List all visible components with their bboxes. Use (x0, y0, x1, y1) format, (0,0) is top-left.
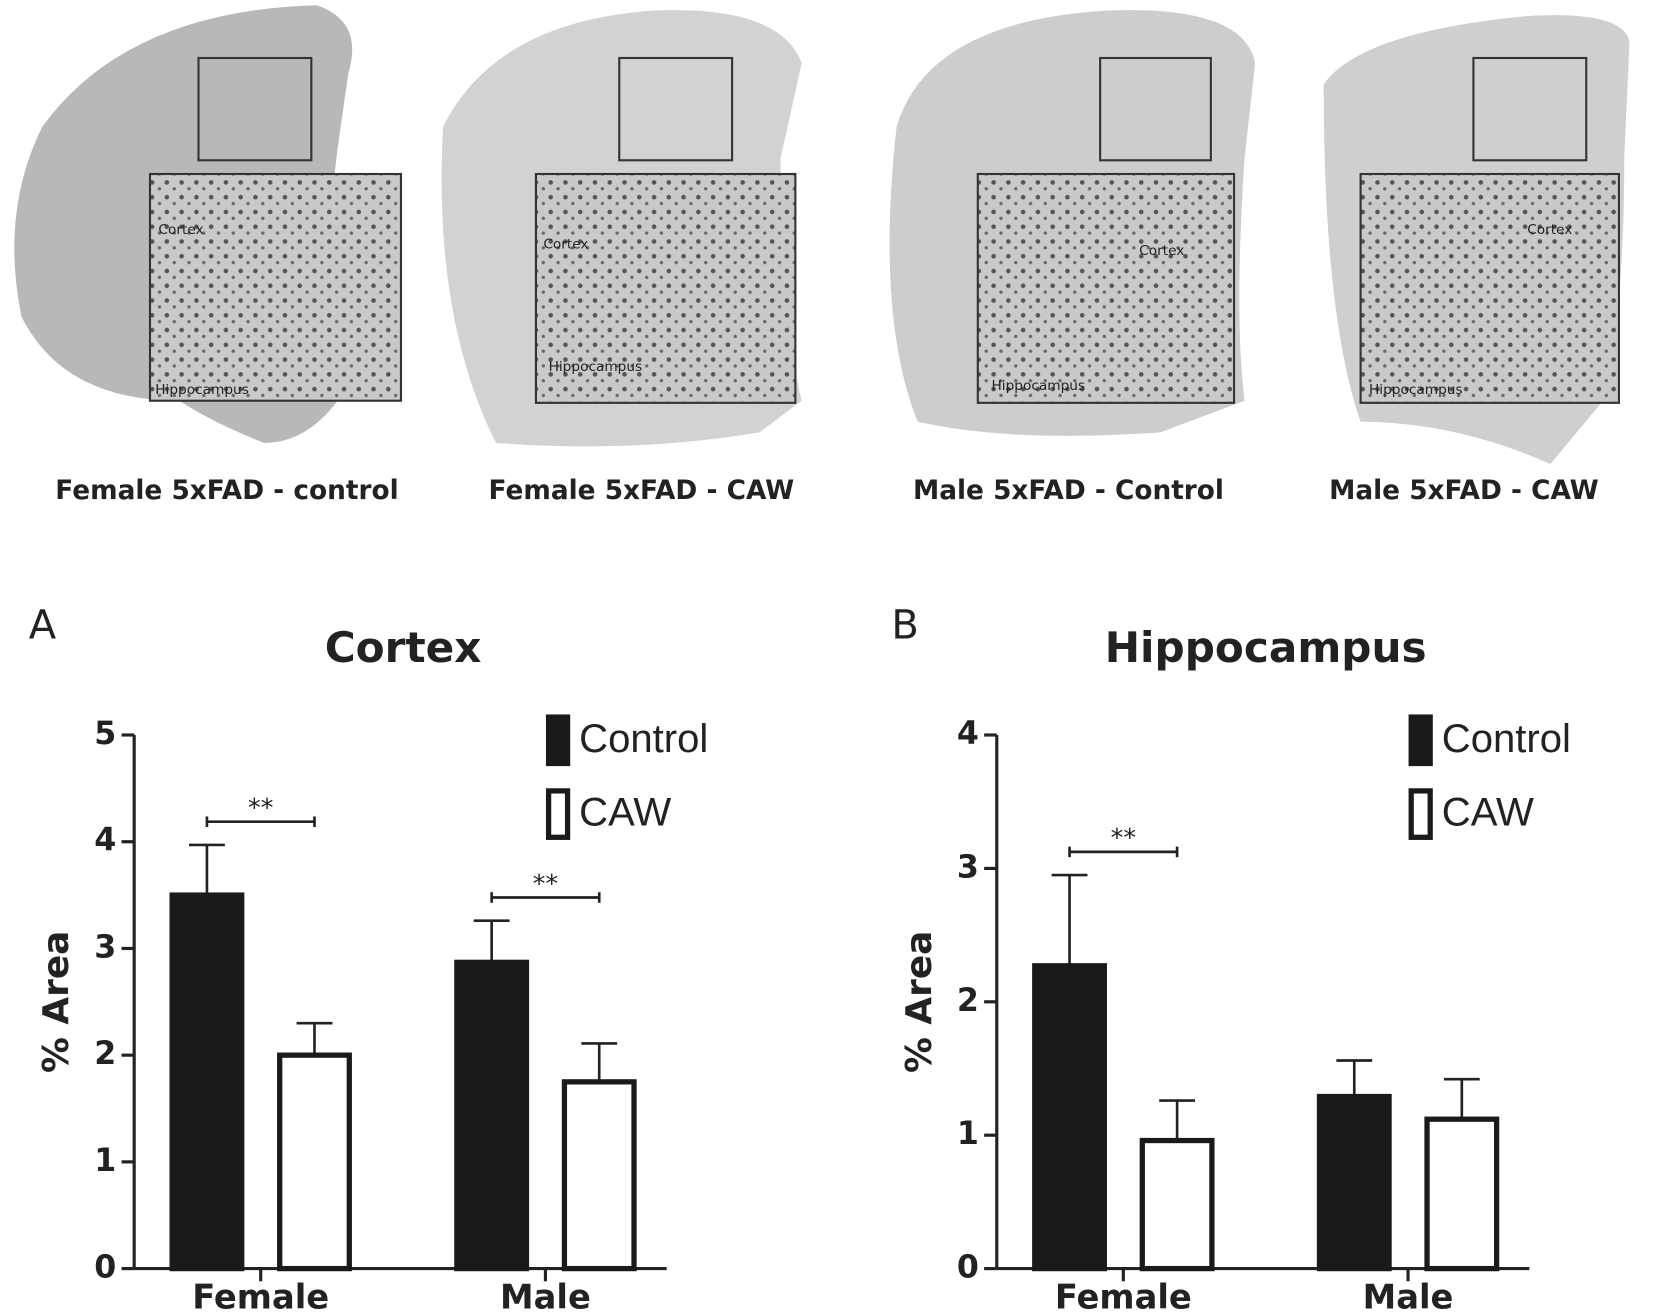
chart-title: Hippocampus (1105, 623, 1427, 672)
roi-box (1472, 56, 1588, 162)
legend-label: CAW (579, 791, 671, 835)
inset-label: Hippocampus (992, 378, 1086, 394)
legend-swatch (545, 714, 571, 767)
roi-box (197, 56, 313, 162)
legend-swatch (545, 788, 571, 840)
significance-label: ** (533, 869, 558, 898)
legend-label: Control (579, 717, 708, 761)
inset (1359, 172, 1621, 404)
inset-label: Hippocampus (155, 382, 249, 398)
bar (169, 892, 245, 1272)
chart-title: Cortex (325, 623, 482, 672)
inset (148, 172, 403, 402)
image-caption: Female 5xFAD - control (55, 476, 398, 506)
bar (277, 1052, 352, 1272)
y-tick-label: 2 (94, 1036, 116, 1072)
bar (1139, 1137, 1215, 1272)
bar (1032, 963, 1107, 1272)
inset (976, 172, 1236, 404)
x-tick-label: Male (1363, 1278, 1454, 1315)
roi-box (618, 56, 734, 162)
significance-label: ** (1111, 823, 1136, 852)
y-tick-label: 1 (94, 1143, 116, 1179)
legend-swatch (1408, 788, 1433, 840)
y-tick-label: 2 (957, 983, 979, 1019)
image-caption: Male 5xFAD - CAW (1329, 476, 1599, 506)
legend-swatch (1408, 714, 1433, 767)
y-tick-label: 3 (957, 849, 979, 885)
inset-label: Cortex (158, 222, 203, 238)
inset (534, 172, 797, 404)
image-caption: Male 5xFAD - Control (913, 476, 1224, 506)
bar (1424, 1116, 1500, 1272)
y-axis-label: % Area (899, 931, 940, 1073)
y-tick-label: 1 (957, 1116, 979, 1152)
panel-letter: B (891, 602, 918, 648)
inset-label: Hippocampus (549, 359, 643, 375)
bar (561, 1079, 637, 1272)
legend-label: CAW (1442, 791, 1534, 835)
bar (454, 959, 530, 1272)
panel-letter: A (29, 602, 57, 648)
x-tick-label: Female (192, 1278, 329, 1315)
y-tick-label: 0 (94, 1250, 116, 1286)
significance-label: ** (248, 793, 273, 822)
x-tick-label: Male (500, 1278, 591, 1315)
y-tick-label: 5 (94, 716, 116, 752)
y-tick-label: 4 (94, 823, 116, 859)
inset-label: Cortex (543, 237, 588, 253)
inset-label: Hippocampus (1369, 382, 1463, 398)
inset-label: Cortex (1527, 222, 1572, 238)
image-caption: Female 5xFAD - CAW (489, 476, 795, 506)
y-tick-label: 3 (94, 929, 116, 965)
y-tick-label: 0 (957, 1250, 979, 1286)
y-axis-label: % Area (36, 931, 77, 1073)
roi-box (1099, 56, 1212, 162)
x-tick-label: Female (1055, 1278, 1192, 1315)
legend-label: Control (1442, 717, 1571, 761)
inset-label: Cortex (1139, 243, 1184, 259)
brain-images (14, 5, 1630, 464)
bar (1316, 1093, 1392, 1272)
y-tick-label: 4 (957, 716, 979, 752)
